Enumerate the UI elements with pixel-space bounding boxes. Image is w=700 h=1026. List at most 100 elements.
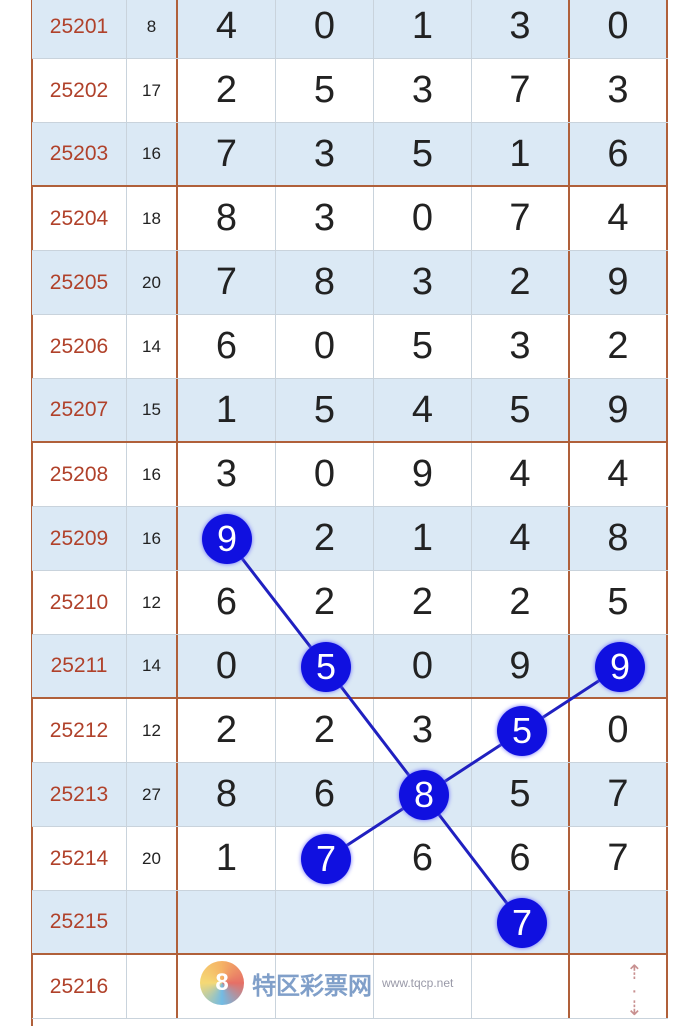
issue-number: 25209 bbox=[32, 507, 127, 570]
digit-cell bbox=[178, 891, 276, 953]
digit-cell: 6 bbox=[570, 123, 668, 185]
digit-cell bbox=[570, 635, 668, 697]
digit-cell: 0 bbox=[570, 699, 668, 762]
digit-cell bbox=[374, 891, 472, 953]
digit-cell: 3 bbox=[374, 59, 472, 122]
digit-cell bbox=[276, 635, 374, 697]
issue-number: 25213 bbox=[32, 763, 127, 826]
digit-cell: 5 bbox=[276, 59, 374, 122]
digit-cell: 2 bbox=[276, 571, 374, 634]
digit-cell: 0 bbox=[276, 315, 374, 378]
digit-cell: 2 bbox=[178, 699, 276, 762]
digit-cell: 9 bbox=[472, 635, 570, 697]
digit-cell: 5 bbox=[276, 379, 374, 441]
table-row: 25216 bbox=[32, 955, 668, 1019]
table-row: 25201 8 4 0 1 3 0 bbox=[32, 0, 668, 59]
digit-cell bbox=[374, 955, 472, 1018]
sum-value: 17 bbox=[127, 59, 178, 122]
digit-cell: 3 bbox=[178, 443, 276, 506]
digit-cell: 2 bbox=[472, 251, 570, 314]
sum-value: 16 bbox=[127, 123, 178, 185]
sum-value: 16 bbox=[127, 443, 178, 506]
up-down-arrows-icon: ⇡ · ⇣ bbox=[626, 962, 643, 1020]
digit-cell: 2 bbox=[276, 699, 374, 762]
sum-value: 15 bbox=[127, 379, 178, 441]
scroll-toggle-button[interactable]: ⇡ · ⇣ bbox=[626, 962, 643, 1020]
digit-cell: 3 bbox=[472, 0, 570, 58]
issue-number: 25202 bbox=[32, 59, 127, 122]
digit-cell: 0 bbox=[276, 443, 374, 506]
digit-cell: 9 bbox=[570, 379, 668, 441]
digit-cell: 2 bbox=[570, 315, 668, 378]
digit-cell: 3 bbox=[472, 315, 570, 378]
highlight-ball: 8 bbox=[399, 770, 449, 820]
trend-table: 25201 8 4 0 1 3 0 25202 17 2 5 3 7 3 25203 16 7 3 5 1 6 25204… bbox=[32, 0, 668, 1019]
sum-value bbox=[127, 891, 178, 953]
digit-cell: 2 bbox=[472, 571, 570, 634]
table-row: 25206 14 6 0 5 3 2 bbox=[32, 315, 668, 379]
digit-cell: 6 bbox=[178, 571, 276, 634]
sum-value: 20 bbox=[127, 251, 178, 314]
digit-cell bbox=[276, 955, 374, 1018]
table-row: 25205 20 7 8 3 2 9 bbox=[32, 251, 668, 315]
digit-cell: 9 bbox=[570, 251, 668, 314]
digit-cell: 4 bbox=[570, 187, 668, 250]
digit-cell: 3 bbox=[374, 699, 472, 762]
digit-cell: 1 bbox=[472, 123, 570, 185]
table-row: 25212 12 2 2 3 0 bbox=[32, 699, 668, 763]
digit-cell: 7 bbox=[178, 123, 276, 185]
sum-value: 14 bbox=[127, 315, 178, 378]
digit-cell: 5 bbox=[570, 571, 668, 634]
sum-value: 14 bbox=[127, 635, 178, 697]
sum-value: 18 bbox=[127, 187, 178, 250]
digit-cell bbox=[276, 891, 374, 953]
digit-cell: 5 bbox=[472, 763, 570, 826]
table-row: 25209 16 2 1 4 8 bbox=[32, 507, 668, 571]
digit-cell bbox=[570, 955, 668, 1018]
digit-cell: 1 bbox=[374, 507, 472, 570]
digit-cell: 6 bbox=[472, 827, 570, 890]
digit-cell: 7 bbox=[178, 251, 276, 314]
digit-cell: 2 bbox=[178, 59, 276, 122]
issue-number: 25206 bbox=[32, 315, 127, 378]
digit-cell: 0 bbox=[178, 635, 276, 697]
sum-value: 16 bbox=[127, 507, 178, 570]
digit-cell: 4 bbox=[472, 507, 570, 570]
digit-cell bbox=[472, 891, 570, 953]
sum-value: 8 bbox=[127, 0, 178, 58]
logo-icon: 8 bbox=[200, 961, 244, 1005]
issue-number: 25211 bbox=[32, 635, 127, 697]
issue-number: 25205 bbox=[32, 251, 127, 314]
digit-cell bbox=[570, 891, 668, 953]
table-row: 25203 16 7 3 5 1 6 bbox=[32, 123, 668, 187]
digit-cell: 3 bbox=[276, 123, 374, 185]
digit-cell: 0 bbox=[374, 635, 472, 697]
digit-cell: 7 bbox=[570, 763, 668, 826]
issue-number: 25210 bbox=[32, 571, 127, 634]
digit-cell: 4 bbox=[374, 379, 472, 441]
digit-cell: 6 bbox=[178, 315, 276, 378]
issue-number: 25203 bbox=[32, 123, 127, 185]
watermark-text: 特区彩票网 bbox=[252, 972, 372, 1000]
table-row: 25204 18 8 3 0 7 4 bbox=[32, 187, 668, 251]
highlight-ball: 9 bbox=[202, 514, 252, 564]
digit-cell: 7 bbox=[570, 827, 668, 890]
sum-value: 12 bbox=[127, 571, 178, 634]
digit-cell: 5 bbox=[472, 379, 570, 441]
watermark-url: www.tqcp.net bbox=[382, 976, 454, 990]
issue-number: 25214 bbox=[32, 827, 127, 890]
table-row: 25213 27 8 6 5 7 bbox=[32, 763, 668, 827]
highlight-ball: 5 bbox=[497, 706, 547, 756]
digit-cell: 5 bbox=[374, 123, 472, 185]
issue-number: 25208 bbox=[32, 443, 127, 506]
highlight-ball: 5 bbox=[301, 642, 351, 692]
table-row: 25202 17 2 5 3 7 3 bbox=[32, 59, 668, 123]
issue-number: 25215 bbox=[32, 891, 127, 953]
digit-cell: 5 bbox=[374, 315, 472, 378]
digit-cell: 6 bbox=[276, 763, 374, 826]
issue-number: 25204 bbox=[32, 187, 127, 250]
sum-value: 20 bbox=[127, 827, 178, 890]
issue-number: 25201 bbox=[32, 0, 127, 58]
digit-cell: 4 bbox=[178, 0, 276, 58]
table-row: 25208 16 3 0 9 4 4 bbox=[32, 443, 668, 507]
